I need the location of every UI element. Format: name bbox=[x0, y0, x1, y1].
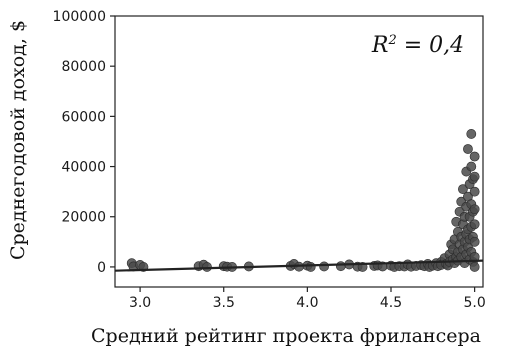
x-tick-label: 3.5 bbox=[213, 295, 235, 311]
data-point bbox=[466, 161, 477, 172]
regression-line bbox=[114, 259, 484, 272]
r-squared-value: = 0,4 bbox=[397, 33, 464, 58]
y-tick-label: 20000 bbox=[61, 210, 106, 226]
y-tick-label: 60000 bbox=[61, 109, 106, 125]
data-point bbox=[458, 184, 468, 195]
x-tick-label: 5.0 bbox=[464, 295, 486, 311]
y-tick-label: 80000 bbox=[61, 59, 106, 75]
data-point bbox=[469, 186, 480, 197]
data-point bbox=[469, 151, 480, 162]
data-point bbox=[335, 261, 346, 272]
data-point bbox=[469, 204, 480, 215]
plot-frame bbox=[114, 15, 484, 288]
r-squared-superscript: 2 bbox=[387, 33, 396, 48]
chart-axes: 0 20000 40000 60000 80000 100000 3.0 3.5 4.0 4.5 5… bbox=[53, 9, 486, 311]
data-point bbox=[469, 219, 480, 230]
y-tick-label: 40000 bbox=[61, 160, 106, 176]
data-point bbox=[305, 262, 316, 272]
x-tick-label: 3.0 bbox=[129, 295, 151, 311]
chart-marks bbox=[114, 129, 484, 272]
data-point bbox=[469, 171, 480, 182]
data-point bbox=[466, 129, 477, 139]
y-tick-label: 0 bbox=[97, 260, 106, 276]
data-point bbox=[463, 144, 473, 154]
r-squared-symbol: R bbox=[371, 33, 389, 58]
x-tick-label: 4.5 bbox=[380, 295, 402, 311]
x-axis-title: Средний рейтинг проекта фрилансера bbox=[91, 325, 481, 347]
data-point bbox=[469, 262, 480, 272]
x-tick-label: 4.0 bbox=[296, 295, 318, 311]
y-tick-label: 100000 bbox=[53, 9, 106, 25]
data-point bbox=[469, 236, 480, 247]
r-squared-annotation: R2 = 0,4 bbox=[371, 33, 464, 58]
data-point bbox=[319, 261, 329, 272]
data-point bbox=[202, 262, 212, 272]
y-axis-title: Среднегодовой доход, $ bbox=[7, 20, 29, 260]
